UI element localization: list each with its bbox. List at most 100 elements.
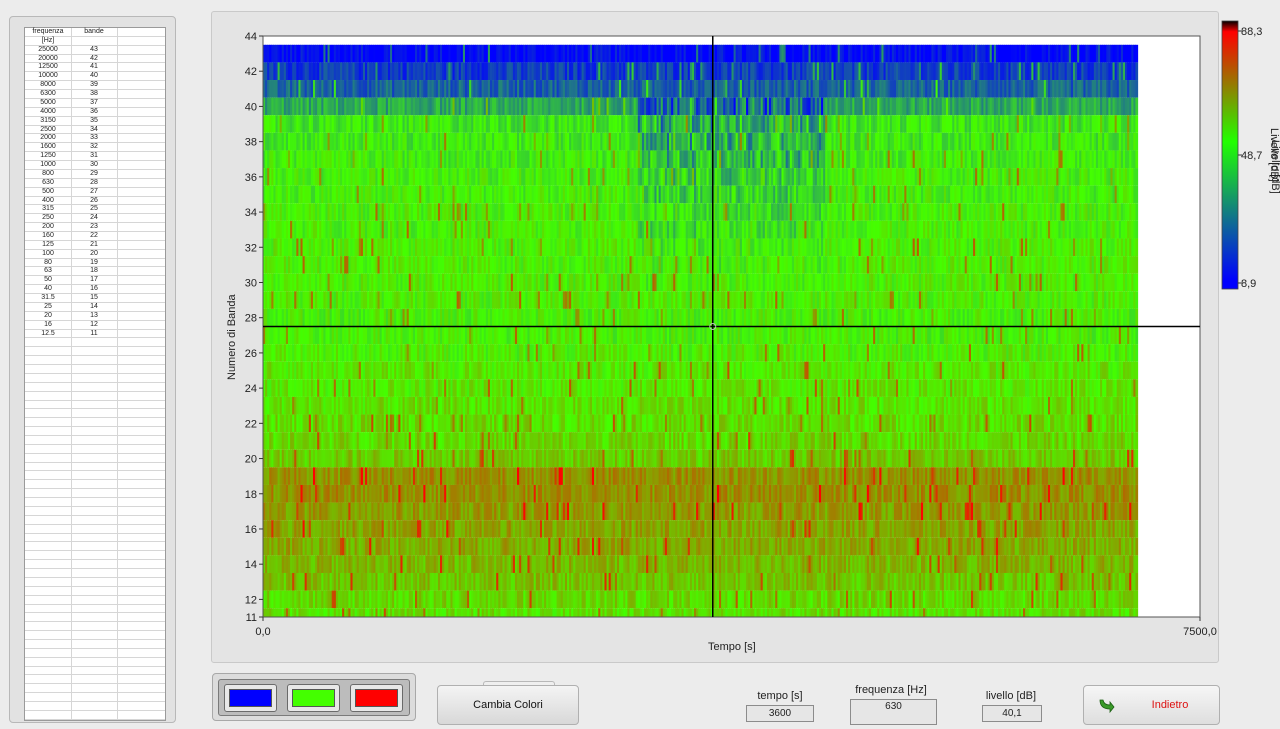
y-tick-label: 30: [245, 277, 257, 289]
y-tick-label: 28: [245, 313, 257, 325]
x-axis-label: Tempo [s]: [708, 641, 756, 653]
y-tick-label: 18: [245, 489, 257, 501]
cell-frequenza: 3150: [40, 116, 56, 124]
x-tick-label: 7500,0: [1183, 626, 1217, 638]
table-row-empty: [25, 374, 165, 383]
cell-frequenza: 5000: [40, 98, 56, 106]
cell-banda: 30: [90, 161, 98, 169]
col-frequenza-unit: [Hz]: [41, 36, 55, 44]
table-row-empty: [25, 507, 165, 516]
indietro-label: Indietro: [1151, 699, 1189, 711]
table-row-empty: [25, 418, 165, 428]
color-selector-group: [212, 673, 416, 721]
col-frequenza-header: frequenza: [32, 28, 64, 35]
frequency-band-table[interactable]: frequenza bande [Hz] 25000 43 20000 42 12500…: [24, 27, 166, 721]
table-row-empty: [25, 587, 165, 596]
high-color-swatch: [355, 689, 398, 707]
table-row-empty: [25, 551, 165, 561]
cell-banda: 12: [90, 320, 98, 328]
cell-frequenza: 25000: [38, 45, 58, 53]
mid-color-button[interactable]: [287, 684, 340, 712]
cell-frequenza: 500: [42, 187, 54, 195]
cell-banda: 37: [90, 98, 98, 106]
table-row: 10000 40: [25, 72, 165, 82]
table-row-empty: [25, 684, 165, 694]
colorbar-title: Livello [dB]: [1268, 128, 1280, 182]
table-row-empty: [25, 401, 165, 410]
cell-frequenza: 12.5: [41, 329, 55, 337]
y-tick-label: 16: [245, 524, 257, 536]
table-row: 1000 30: [25, 161, 165, 170]
colorbar-tick-label: 88,3: [1241, 26, 1262, 38]
table-row-empty: [25, 472, 165, 481]
color-selector-frame: [218, 679, 410, 716]
y-tick-label: 20: [245, 454, 257, 466]
cell-banda: 36: [90, 107, 98, 115]
table-divider: [71, 28, 72, 720]
cell-banda: 35: [90, 116, 98, 124]
x-tick-label: 0,0: [255, 626, 270, 638]
table-row: 20 13: [25, 312, 165, 321]
table-row: 4000 36: [25, 108, 165, 117]
cell-frequenza: 125: [42, 240, 54, 248]
cell-frequenza: 4000: [40, 107, 56, 115]
table-row: 250 24: [25, 214, 165, 224]
cell-frequenza: 20000: [38, 54, 58, 62]
table-row: 315 25: [25, 205, 165, 215]
tempo-label: tempo [s]: [757, 690, 803, 702]
y-tick-label: 32: [245, 242, 257, 254]
indietro-button[interactable]: Indietro: [1083, 685, 1220, 725]
table-row: 25 14: [25, 303, 165, 312]
livello-label: livello [dB]: [985, 690, 1037, 702]
table-row-empty: [25, 578, 165, 587]
low-color-button[interactable]: [224, 684, 277, 712]
table-row-empty: [25, 427, 165, 436]
cell-banda: 26: [90, 196, 98, 204]
table-row-empty: [25, 392, 165, 401]
table-row-empty: [25, 658, 165, 667]
cell-banda: 22: [90, 232, 98, 239]
table-row: 63 18: [25, 267, 165, 277]
table-row-empty: [25, 640, 165, 649]
cell-banda: 32: [90, 143, 98, 151]
table-row: 100 20: [25, 250, 165, 259]
high-color-button[interactable]: [350, 684, 403, 712]
y-tick-label: 44: [245, 31, 257, 43]
table-row: 1600 32: [25, 143, 165, 153]
tempo-value: 3600: [746, 705, 814, 722]
cell-banda: 24: [90, 214, 98, 222]
table-row: 500 27: [25, 188, 165, 197]
table-row: 160 22: [25, 232, 165, 241]
y-tick-label: 22: [245, 418, 257, 430]
table-row-empty: [25, 525, 165, 534]
colorbar-tick-label: 48,7: [1241, 150, 1262, 162]
cell-banda: 31: [90, 152, 98, 160]
colorbar-gradient: [1221, 20, 1239, 290]
cell-frequenza: 10000: [38, 72, 58, 80]
cell-frequenza: 31.5: [41, 294, 55, 302]
table-row-empty: [25, 516, 165, 525]
cell-banda: 41: [90, 63, 98, 71]
cursor-marker: [709, 323, 717, 330]
table-divider: [117, 28, 118, 720]
cambia-colori-button[interactable]: Cambia Colori: [437, 685, 579, 725]
cell-banda: 19: [90, 258, 98, 266]
cell-banda: 42: [90, 54, 98, 62]
table-row-empty: [25, 569, 165, 578]
frequenza-value: 630: [850, 699, 937, 725]
cell-banda: 21: [90, 240, 98, 248]
table-row: 31.5 15: [25, 294, 165, 303]
table-row-empty: [25, 436, 165, 445]
back-arrow-icon: [1099, 699, 1115, 714]
y-tick-label: 11: [246, 612, 257, 624]
colorbar-tick-label: 8,9: [1241, 278, 1256, 290]
table-row-empty: [25, 631, 165, 641]
table-row: 3150 35: [25, 117, 165, 126]
spectrogram-plot[interactable]: 11 12 14 16 18 20 22 24 26 28 30 32 34 36 38 40 42 44 0,0 7…: [212, 12, 1220, 664]
table-row-empty: [25, 489, 165, 499]
cell-frequenza: 80: [44, 258, 52, 266]
table-row-empty: [25, 383, 165, 392]
table-row-empty: [25, 560, 165, 570]
table-row: 200 23: [25, 223, 165, 232]
table-row: 25000 43: [25, 46, 165, 55]
